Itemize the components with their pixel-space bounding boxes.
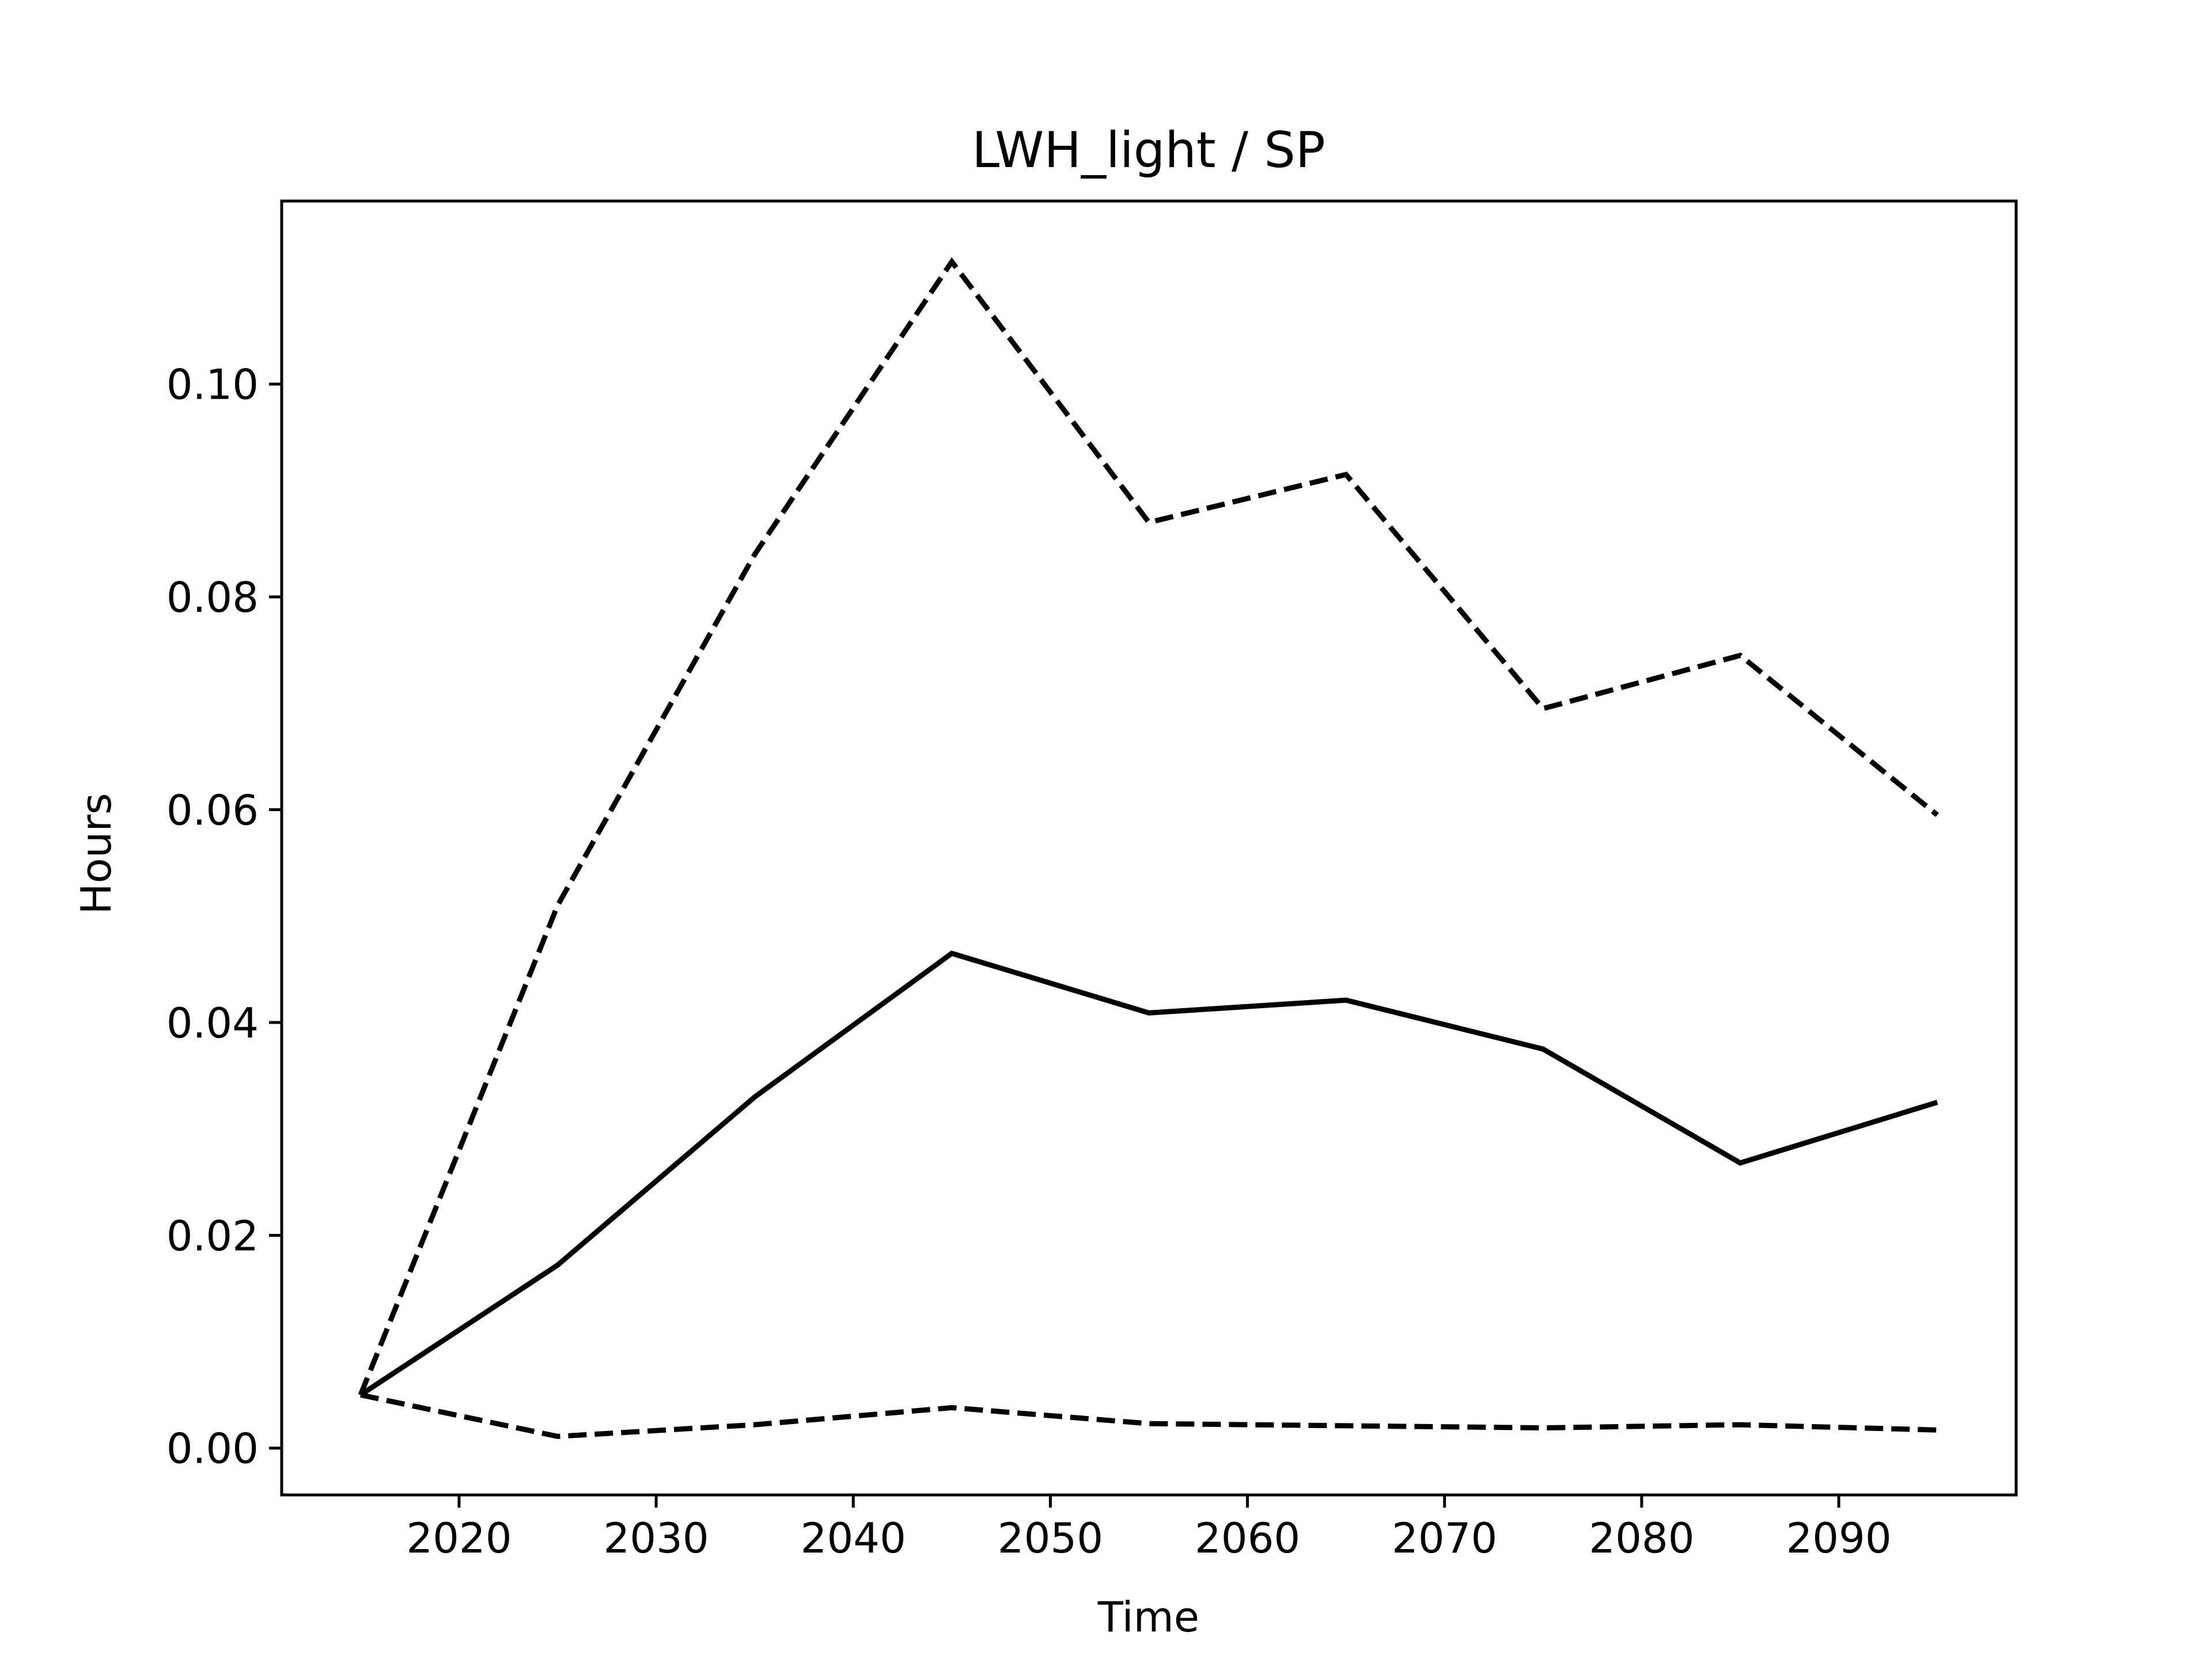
y-tick-label: 0.10 xyxy=(166,361,259,409)
x-tick-label: 2070 xyxy=(1392,1514,1497,1562)
y-tick-label: 0.02 xyxy=(166,1212,259,1260)
series-line-2-solid xyxy=(359,950,1938,1398)
y-tick-label: 0.08 xyxy=(166,573,259,622)
x-axis-label: Time xyxy=(1097,1593,1199,1641)
x-tick-label: 2030 xyxy=(603,1514,709,1562)
y-tick-label: 0.04 xyxy=(166,999,259,1047)
chart-title: LWH_light / SP xyxy=(972,122,1325,179)
x-tick-label: 2080 xyxy=(1589,1514,1694,1562)
x-tick-label: 2040 xyxy=(801,1514,906,1562)
series-line-3-dashed xyxy=(359,1392,1938,1439)
x-tick-label: 2060 xyxy=(1195,1514,1300,1562)
plot-area: 2020 2030 2040 2050 2060 2070 2080 2090 0.00 0.02… xyxy=(166,199,2018,1562)
y-tick-label: 0.06 xyxy=(166,786,259,835)
series-line-1-dashed xyxy=(358,257,1939,1396)
x-tick-label: 2090 xyxy=(1786,1514,1891,1562)
x-tick-label: 2050 xyxy=(998,1514,1103,1562)
y-tick-label: 0.00 xyxy=(166,1425,259,1473)
x-tick-label: 2020 xyxy=(406,1514,512,1562)
y-axis-label: Hours xyxy=(72,793,120,915)
axes-frame xyxy=(280,199,2018,1497)
